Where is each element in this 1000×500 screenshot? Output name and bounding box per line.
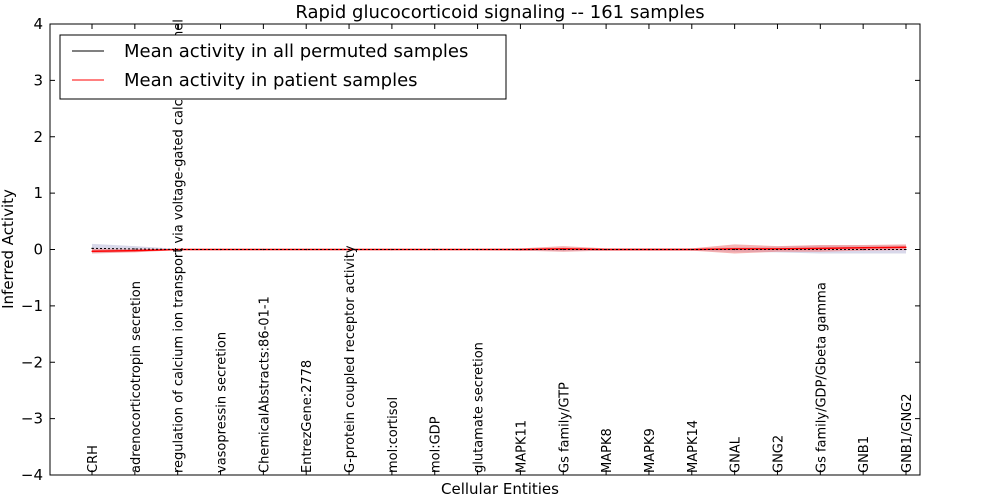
y-tick-label: −4: [21, 466, 43, 484]
entity-label: MAPK14: [686, 420, 701, 473]
entity-label: ChemicalAbstracts:86-01-1: [257, 296, 272, 473]
entity-label: EntrezGene:2778: [300, 360, 315, 473]
entity-label: Gs family/GDP/Gbeta gamma: [814, 282, 829, 473]
point-series-1: [862, 247, 864, 249]
point-series-0: [91, 247, 93, 249]
entity-label: MAPK9: [643, 428, 658, 473]
entity-label: vasopressin secretion: [215, 332, 230, 473]
point-series-0: [262, 248, 264, 251]
y-tick-label: 1: [33, 184, 43, 202]
point-series-0: [219, 248, 222, 251]
point-series-0: [391, 248, 393, 251]
entity-label: GNG2: [771, 435, 786, 473]
point-series-0: [134, 248, 136, 250]
point-series-1: [905, 246, 907, 248]
y-tick-label: −2: [21, 353, 43, 371]
y-tick-label: 3: [33, 71, 43, 89]
point-series-1: [134, 250, 136, 252]
entity-label: MAPK8: [600, 428, 615, 473]
entity-label: Gs family/GTP: [557, 382, 572, 473]
point-series-0: [905, 248, 907, 251]
entity-label: GNB1: [857, 436, 872, 473]
legend: Mean activity in all permuted samples Me…: [59, 34, 507, 100]
point-series-1: [819, 247, 821, 249]
entity-label: GNAL: [729, 436, 744, 473]
entity-label: mol:GDP: [429, 416, 444, 473]
point-series-0: [776, 248, 779, 251]
legend-label-permuted: Mean activity in all permuted samples: [124, 41, 468, 62]
point-series-0: [177, 248, 179, 251]
point-series-0: [519, 248, 522, 251]
entity-label: GNB1/GNG2: [900, 393, 915, 473]
entity-label: CRH: [86, 445, 101, 473]
point-series-0: [434, 248, 436, 251]
y-tick-label: −3: [21, 410, 43, 428]
x-axis-label: Cellular Entities: [441, 480, 559, 498]
chart-title: Rapid glucocorticoid signaling -- 161 sa…: [295, 2, 704, 23]
entity-label: regulation of calcium ion transport via …: [172, 19, 187, 473]
point-series-0: [862, 248, 864, 251]
y-tick-label: 4: [33, 15, 43, 33]
entity-label: adrenocorticotropin secretion: [129, 281, 144, 473]
point-series-0: [648, 248, 650, 251]
y-tick-label: 0: [33, 241, 43, 259]
entity-label: glutamate secretion: [472, 342, 487, 473]
entity-label: mol:cortisol: [386, 397, 401, 473]
legend-label-patient: Mean activity in patient samples: [124, 70, 418, 91]
point-series-0: [819, 248, 821, 251]
point-series-0: [562, 248, 564, 251]
y-tick-label: 2: [33, 128, 43, 146]
point-series-0: [734, 248, 736, 251]
legend-box: [59, 34, 507, 100]
point-series-0: [305, 248, 307, 251]
entity-label: G-protein coupled receptor activity: [343, 245, 358, 473]
point-series-0: [476, 248, 479, 251]
line-series-1: [91, 246, 907, 252]
point-series-1: [91, 250, 93, 252]
point-series-0: [605, 248, 607, 251]
point-series-0: [691, 248, 693, 251]
entity-label: MAPK11: [514, 420, 529, 473]
point-series-0: [348, 248, 350, 251]
y-axis-label: Inferred Activity: [0, 189, 17, 309]
y-tick-label: −1: [21, 297, 43, 315]
